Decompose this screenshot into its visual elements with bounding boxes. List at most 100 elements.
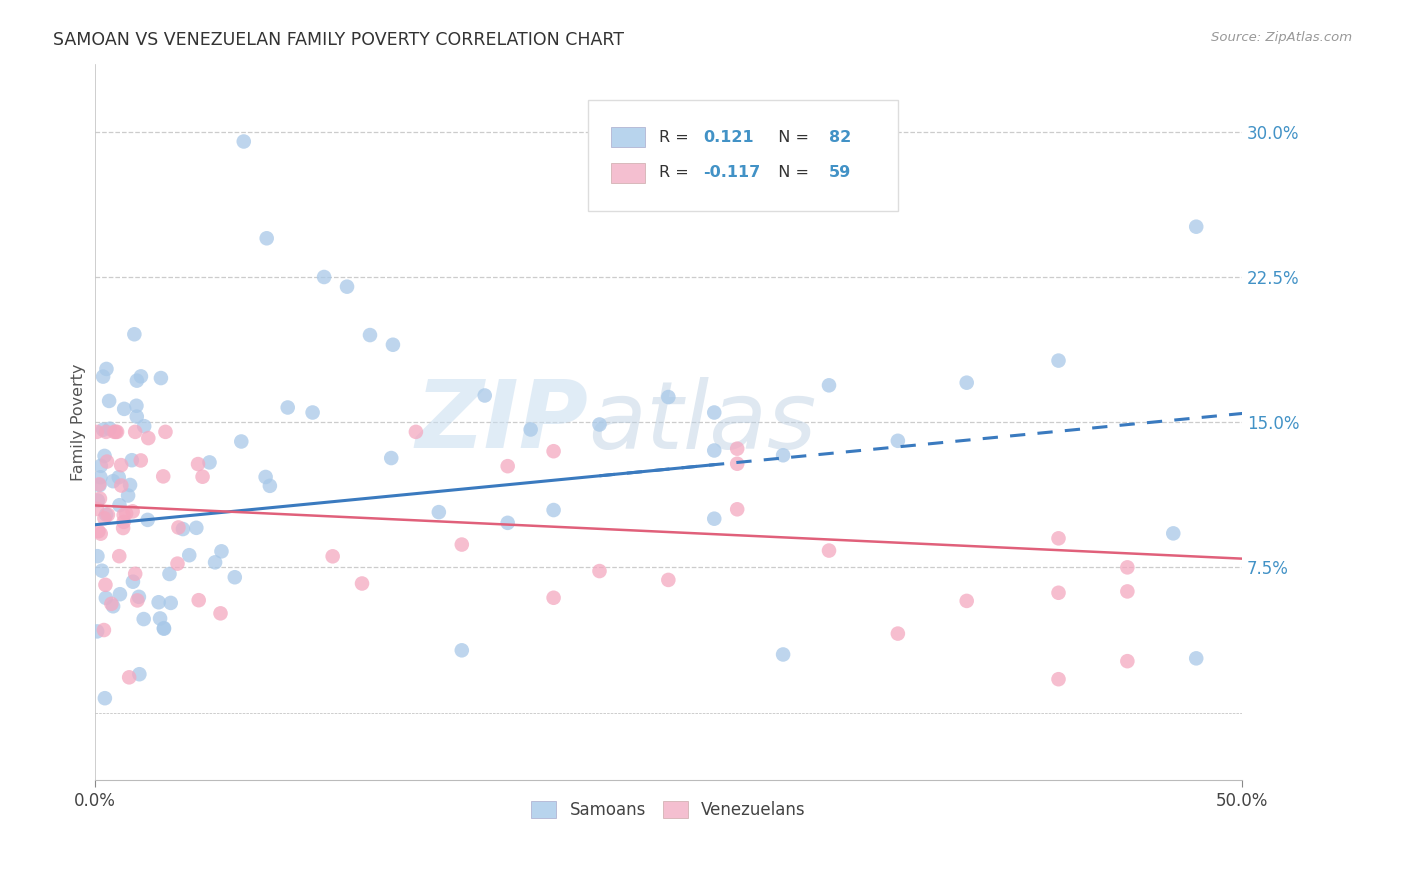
Point [93,511,115,525]
Point [136,513,159,527]
Point [153,622,176,636]
Point [301,405,323,419]
Point [519,422,541,436]
Point [359,328,381,343]
FancyBboxPatch shape [612,163,645,183]
Point [191,469,214,483]
Point [86,425,108,439]
Point [1116,584,1139,599]
Point [108,587,131,601]
Point [87,524,110,539]
Text: 82: 82 [830,129,851,145]
Point [450,537,472,551]
Point [122,574,145,589]
Point [127,593,149,607]
Text: 0.121: 0.121 [703,129,754,145]
Point [134,419,156,434]
Point [186,521,208,535]
Point [818,543,841,558]
Point [725,502,748,516]
Point [725,457,748,471]
Point [112,508,135,522]
Point [148,595,170,609]
Point [172,522,194,536]
Point [132,612,155,626]
Point [256,231,278,245]
Point [90,526,112,541]
Point [224,570,246,584]
Point [187,593,209,607]
Point [703,405,725,419]
Point [117,489,139,503]
Point [703,512,725,526]
Point [887,434,910,448]
Point [772,448,794,462]
Point [167,520,190,534]
Point [125,374,148,388]
Point [956,376,979,390]
Point [198,455,221,469]
Text: Source: ZipAtlas.com: Source: ZipAtlas.com [1212,31,1353,45]
Point [1185,219,1208,234]
Point [336,279,359,293]
Point [1047,353,1070,368]
Point [101,599,124,614]
Point [96,362,118,376]
Text: R =: R = [659,165,695,180]
Legend: Samoans, Venezuelans: Samoans, Venezuelans [524,794,813,826]
Point [89,470,111,484]
Point [1116,654,1139,668]
Point [98,422,121,436]
Point [94,508,117,522]
Point [1047,532,1070,546]
Point [187,457,209,471]
Point [89,478,111,492]
Point [149,371,172,385]
Point [118,478,141,492]
Point [121,504,143,518]
Point [380,451,402,466]
Point [136,431,159,445]
Point [94,425,117,439]
Point [128,667,150,681]
Y-axis label: Family Poverty: Family Poverty [72,363,86,481]
Point [211,544,233,558]
Point [112,521,135,535]
Point [322,549,344,564]
Point [703,443,725,458]
Point [956,594,979,608]
Point [152,469,174,483]
Point [204,555,226,569]
Point [231,434,253,449]
Point [93,449,115,463]
Point [98,393,121,408]
Point [118,670,141,684]
Point [887,626,910,640]
Point [277,401,299,415]
Point [112,401,135,416]
Point [818,378,841,392]
Point [1047,586,1070,600]
Point [121,453,143,467]
Point [107,470,129,484]
Point [772,648,794,662]
Point [94,691,117,706]
Point [124,566,146,581]
Text: ZIP: ZIP [415,376,588,468]
Point [100,597,122,611]
Point [129,453,152,467]
Point [155,425,177,439]
Point [128,590,150,604]
Point [314,270,336,285]
Point [427,505,450,519]
Point [159,566,181,581]
Point [112,515,135,529]
Text: -0.117: -0.117 [703,165,761,180]
Point [350,576,373,591]
Point [103,425,125,439]
FancyBboxPatch shape [612,127,645,147]
Point [209,607,232,621]
Point [496,459,519,474]
Point [657,390,679,404]
Point [124,327,146,342]
